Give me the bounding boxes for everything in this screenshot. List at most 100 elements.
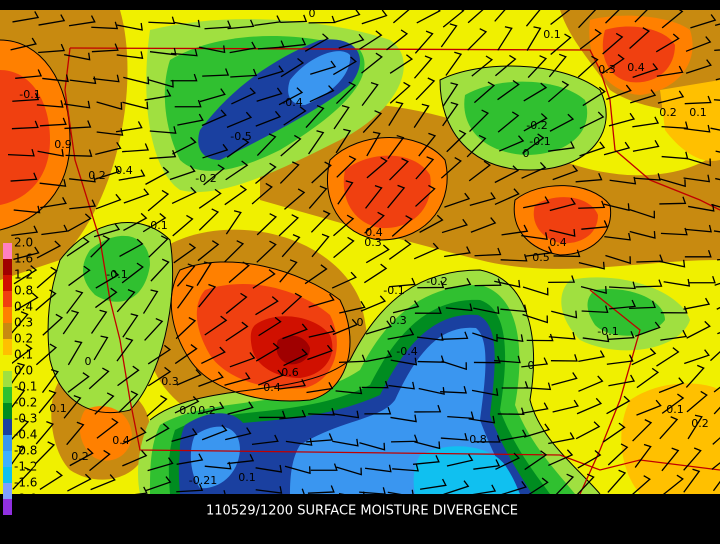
wind-barb: [116, 337, 134, 362]
wind-barb: [687, 414, 703, 440]
wind-barb: [685, 59, 712, 74]
wind-barb: [575, 172, 603, 183]
wind-barb: [142, 213, 167, 233]
wind-barb: [632, 475, 651, 494]
wind-barb: [96, 417, 119, 439]
wind-barb: [7, 445, 25, 470]
wind-barb: [14, 292, 39, 312]
wind-barb: [115, 121, 143, 133]
wind-barb: [123, 188, 150, 204]
wind-barb: [311, 161, 332, 184]
wind-barb: [632, 419, 653, 442]
contour-label: 0.1: [238, 471, 256, 484]
wind-barb: [336, 466, 362, 476]
wind-barb: [175, 316, 197, 340]
wind-barb: [39, 179, 67, 187]
wind-barb: [171, 428, 198, 443]
wind-barb: [116, 289, 136, 313]
wind-barb: [89, 449, 111, 472]
wind-barb: [494, 10, 506, 22]
wind-barb: [603, 203, 630, 212]
colorbar-label: -0.1: [14, 380, 37, 394]
wind-barb: [88, 367, 110, 390]
wind-barb: [501, 224, 529, 236]
wind-barb: [301, 488, 305, 494]
wind-barb: [198, 45, 226, 54]
wind-barb: [389, 81, 411, 104]
wind-barb: [683, 124, 711, 133]
wind-barb: [201, 424, 228, 441]
colorbar-swatch: [3, 243, 12, 259]
wind-barb: [602, 422, 626, 443]
wind-barb: [144, 317, 164, 341]
wind-barb: [68, 15, 96, 27]
colorbar-swatch: [3, 451, 12, 467]
wind-barb: [36, 266, 58, 289]
wind-barb: [121, 427, 147, 445]
colorbar-label: -0.3: [14, 412, 37, 426]
wind-barb: [636, 254, 664, 263]
wind-barb: [579, 111, 605, 130]
wind-barb: [169, 165, 196, 181]
contour-label: -0.1: [106, 268, 127, 281]
wind-barb: [280, 134, 302, 157]
wind-barb: [443, 480, 470, 494]
wind-barb: [229, 352, 256, 368]
wind-barb: [363, 263, 388, 284]
wind-barb: [500, 253, 528, 262]
contour-label: 0: [357, 316, 364, 329]
wind-barb: [308, 15, 336, 24]
wind-barb: [606, 354, 634, 365]
contour-label: 0.0: [179, 404, 197, 417]
wind-barb: [547, 80, 570, 103]
wind-barb: [332, 410, 360, 419]
contour-label: 0: [528, 359, 535, 372]
wind-barb: [145, 423, 170, 442]
wind-barb: [415, 77, 436, 101]
wind-barb: [228, 261, 250, 283]
wind-barb: [226, 137, 250, 158]
wind-barb: [525, 246, 553, 257]
wind-barb: [366, 156, 388, 179]
wind-barb: [35, 441, 56, 464]
wind-barb: [685, 364, 705, 388]
wind-barb: [418, 132, 437, 157]
wind-barb: [661, 10, 684, 29]
wind-barb: [91, 21, 119, 30]
wind-barb: [442, 10, 465, 28]
wind-barb: [388, 101, 404, 126]
wind-barb: [278, 87, 304, 106]
wind-barb: [202, 143, 229, 159]
wind-barb: [634, 443, 652, 468]
contour-label: 0.4: [549, 236, 567, 249]
wind-barb: [497, 79, 520, 101]
wind-barb: [118, 390, 139, 413]
wind-barb: [10, 343, 33, 365]
wind-barb: [225, 210, 242, 235]
wind-barb: [576, 397, 603, 415]
wind-barb: [389, 54, 414, 74]
wind-barb: [306, 381, 334, 394]
wind-barb: [496, 334, 524, 343]
wind-barb: [332, 318, 359, 336]
colorbar-swatch: [3, 339, 12, 355]
wind-barb: [660, 178, 686, 188]
wind-barb: [95, 141, 122, 156]
wind-barb: [414, 30, 434, 54]
wind-barb: [413, 55, 433, 79]
wind-barb: [337, 180, 354, 205]
wind-barb: [176, 263, 196, 287]
wind-barb: [198, 371, 224, 387]
wind-barb: [204, 315, 228, 336]
wind-barb: [148, 16, 176, 25]
wind-barb: [549, 113, 575, 132]
wind-barb: [256, 240, 277, 263]
wind-barb: [632, 116, 660, 128]
wind-barb: [147, 79, 174, 88]
wind-barb: [331, 271, 357, 289]
wind-barb: [524, 450, 548, 471]
wind-barb: [332, 438, 359, 447]
wind-barb: [308, 408, 335, 416]
wind-barb: [134, 486, 148, 494]
wind-barb: [551, 310, 578, 319]
